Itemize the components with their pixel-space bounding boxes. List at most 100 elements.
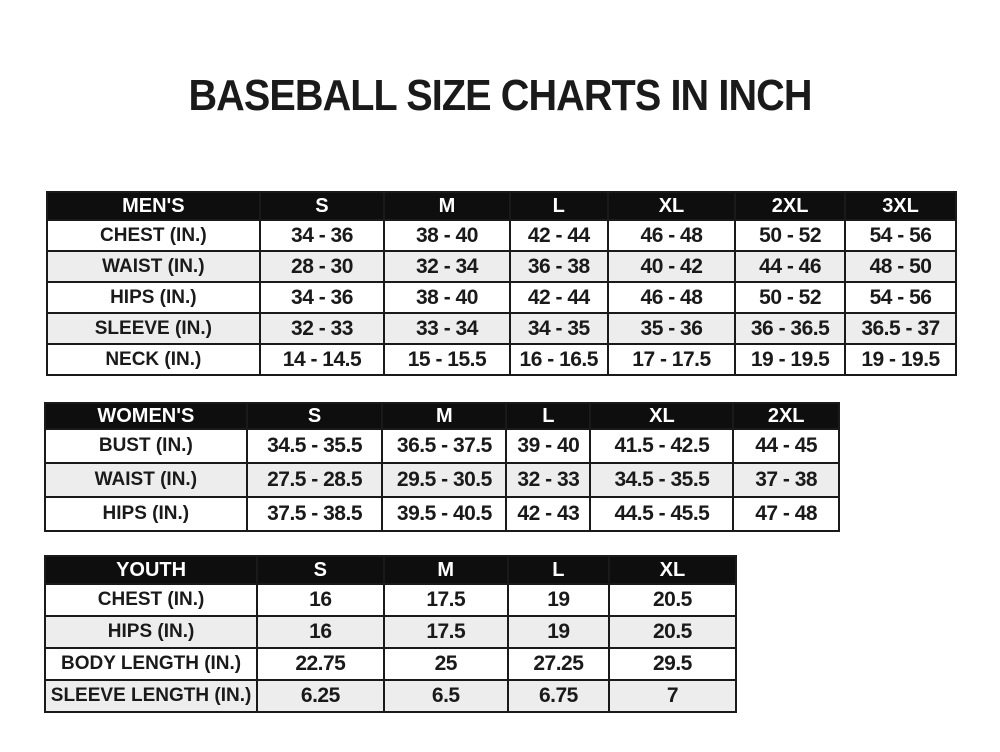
size-value-cell: 36.5 - 37 [844,312,957,345]
size-value-cell: 6.5 [382,679,509,713]
size-value-cell: 42 - 43 [505,496,592,532]
size-value-cell: 42 - 44 [508,281,609,314]
column-header: L [506,555,610,585]
size-value-cell: 37.5 - 38.5 [245,496,384,532]
size-value-cell: 17.5 [382,583,509,617]
size-value-cell: 47 - 48 [732,496,840,532]
size-value-cell: 50 - 52 [734,281,847,314]
size-value-cell: 27.5 - 28.5 [245,462,384,498]
size-value-cell: 34 - 36 [258,281,386,314]
size-value-cell: 34.5 - 35.5 [589,462,735,498]
row-label: SLEEVE LENGTH (IN.) [43,679,259,713]
size-value-cell: 6.75 [506,679,610,713]
size-value-cell: 44 - 46 [734,250,847,283]
size-value-cell: 36.5 - 37.5 [381,428,508,464]
header-row: WOMEN'S S M L XL 2XL [44,402,840,430]
column-header: M [381,402,508,430]
size-value-cell: 22.75 [256,647,385,681]
table-row: CHEST (IN.) 34 - 36 38 - 40 42 - 44 46 - 48 5… [46,219,957,252]
size-value-cell: 44 - 45 [732,428,840,464]
size-value-cell: 40 - 42 [606,250,737,283]
column-header: M [382,555,509,585]
size-value-cell: 7 [607,679,738,713]
mens-size-table: MEN'S S M L XL 2XL 3XL CHEST (IN.) 34 - 36 38 - 4… [46,191,957,376]
table-row: CHEST (IN.) 16 17.5 19 20.5 [43,583,738,617]
size-value-cell: 19 - 19.5 [844,343,957,376]
youth-table-title-cell: YOUTH [43,555,259,585]
size-value-cell: 44.5 - 45.5 [589,496,735,532]
row-label: BUST (IN.) [44,428,248,464]
column-header: 3XL [844,191,957,221]
size-value-cell: 34 - 35 [508,312,609,345]
size-value-cell: 16 - 16.5 [508,343,609,376]
size-value-cell: 28 - 30 [258,250,386,283]
column-header: XL [607,555,738,585]
size-value-cell: 14 - 14.5 [258,343,386,376]
column-header: M [383,191,511,221]
size-value-cell: 48 - 50 [844,250,957,283]
size-value-cell: 29.5 - 30.5 [381,462,508,498]
womens-table-title-cell: WOMEN'S [44,402,248,430]
column-header: S [258,191,386,221]
size-value-cell: 34.5 - 35.5 [245,428,384,464]
size-value-cell: 41.5 - 42.5 [589,428,735,464]
table-row: WAIST (IN.) 28 - 30 32 - 34 36 - 38 40 - 42 4… [46,250,957,283]
row-label: WAIST (IN.) [44,462,248,498]
size-value-cell: 36 - 38 [508,250,609,283]
size-value-cell: 54 - 56 [844,219,957,252]
header-row: YOUTH S M L XL [43,555,738,585]
size-value-cell: 19 - 19.5 [734,343,847,376]
table-row: WAIST (IN.) 27.5 - 28.5 29.5 - 30.5 32 - 33… [44,462,840,498]
size-value-cell: 54 - 56 [844,281,957,314]
size-value-cell: 38 - 40 [383,281,511,314]
size-value-cell: 27.25 [506,647,610,681]
size-value-cell: 17.5 [382,615,509,649]
table-row: HIPS (IN.) 37.5 - 38.5 39.5 - 40.5 42 - 43 4… [44,496,840,532]
row-label: BODY LENGTH (IN.) [43,647,259,681]
row-label: HIPS (IN.) [43,615,259,649]
size-value-cell: 50 - 52 [734,219,847,252]
table-row: SLEEVE (IN.) 32 - 33 33 - 34 34 - 35 35 - 36… [46,312,957,345]
size-value-cell: 16 [256,583,385,617]
row-label: SLEEVE (IN.) [46,312,261,345]
size-value-cell: 42 - 44 [508,219,609,252]
row-label: HIPS (IN.) [44,496,248,532]
size-value-cell: 19 [506,615,610,649]
size-value-cell: 36 - 36.5 [734,312,847,345]
size-value-cell: 38 - 40 [383,219,511,252]
page-title: BASEBALL SIZE CHARTS IN INCH [188,71,812,120]
row-label: HIPS (IN.) [46,281,261,314]
table-row: BUST (IN.) 34.5 - 35.5 36.5 - 37.5 39 - 40 4… [44,428,840,464]
size-value-cell: 6.25 [256,679,385,713]
column-header: XL [606,191,737,221]
size-value-cell: 32 - 34 [383,250,511,283]
size-value-cell: 29.5 [607,647,738,681]
column-header: 2XL [732,402,840,430]
size-value-cell: 32 - 33 [258,312,386,345]
womens-size-table: WOMEN'S S M L XL 2XL BUST (IN.) 34.5 - 35.5 36.5… [44,402,840,532]
row-label: CHEST (IN.) [46,219,261,252]
size-value-cell: 20.5 [607,615,738,649]
column-header: XL [589,402,735,430]
size-value-cell: 17 - 17.5 [606,343,737,376]
row-label: NECK (IN.) [46,343,261,376]
mens-table-title-cell: MEN'S [46,191,261,221]
table-row: NECK (IN.) 14 - 14.5 15 - 15.5 16 - 16.5 17 … [46,343,957,376]
size-value-cell: 37 - 38 [732,462,840,498]
column-header: 2XL [734,191,847,221]
size-value-cell: 20.5 [607,583,738,617]
row-label: WAIST (IN.) [46,250,261,283]
size-value-cell: 46 - 48 [606,219,737,252]
size-value-cell: 32 - 33 [505,462,592,498]
youth-size-table: YOUTH S M L XL CHEST (IN.) 16 17.5 19 20.5 HIPS (I… [43,555,738,713]
size-value-cell: 33 - 34 [383,312,511,345]
size-value-cell: 46 - 48 [606,281,737,314]
table-row: BODY LENGTH (IN.) 22.75 25 27.25 29.5 [43,647,738,681]
row-label: CHEST (IN.) [43,583,259,617]
column-header: S [245,402,384,430]
column-header: L [505,402,592,430]
size-value-cell: 35 - 36 [606,312,737,345]
size-value-cell: 34 - 36 [258,219,386,252]
table-row: HIPS (IN.) 16 17.5 19 20.5 [43,615,738,649]
